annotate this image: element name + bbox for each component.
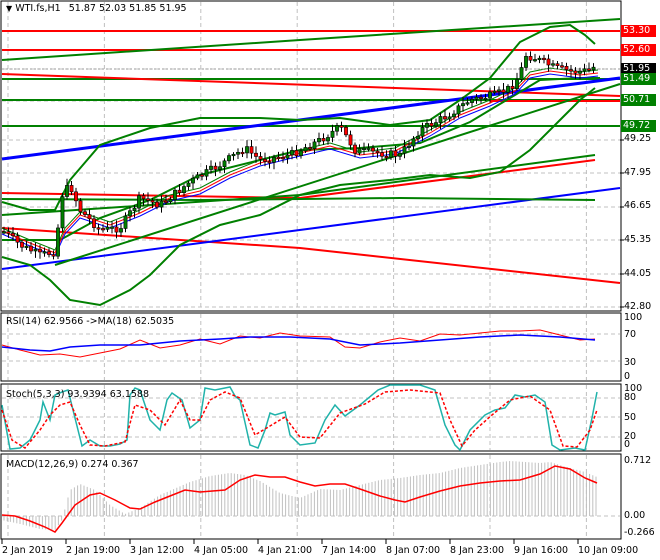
axis-ticks — [1, 139, 624, 544]
indicator-lines — [1, 329, 598, 533]
rsi-axis-label: 30 — [624, 357, 637, 368]
time-label: 8 Jan 07:00 — [386, 545, 441, 556]
price-tick-label: 44.05 — [624, 268, 652, 279]
resistance-tag-2: 52.60 — [621, 44, 656, 56]
stoch-axis-label: 100 — [624, 383, 643, 394]
macd-axis-label: 0.712 — [624, 455, 652, 466]
macd-axis-label: -0.266 — [624, 527, 655, 538]
time-label: 2 Jan 19:00 — [66, 545, 121, 556]
support-tag-1: 51.49 — [621, 73, 656, 85]
time-label: 10 Jan 09:00 — [578, 545, 639, 556]
price-tick-label: 47.95 — [624, 167, 652, 178]
ohlc-values: 51.87 52.03 51.85 51.95 — [68, 3, 187, 14]
rsi-axis-label: 0 — [624, 371, 631, 382]
rsi-axis-label: 70 — [624, 329, 637, 340]
time-label: 4 Jan 05:00 — [194, 545, 249, 556]
price-tick-label: 46.65 — [624, 200, 652, 211]
time-label: 7 Jan 14:00 — [322, 545, 377, 556]
main-chart-objects — [1, 18, 621, 307]
price-tick-label: 42.80 — [624, 301, 652, 312]
time-label: 2 Jan 2019 — [2, 545, 53, 556]
stoch-axis-label: 80 — [624, 392, 637, 403]
grid-lines — [2, 2, 620, 538]
support-tag-2: 50.71 — [621, 94, 656, 106]
time-label: 4 Jan 21:00 — [258, 545, 313, 556]
current-price-tag: 51.95 — [621, 63, 656, 75]
resistance-tag-1: 53.30 — [621, 25, 656, 37]
rsi-label: RSI(14) 62.9566 ->MA(18) 62.5035 — [6, 316, 175, 327]
symbol-header: ▼ WTI.fs,H1 51.87 52.03 51.85 51.95 — [6, 3, 187, 14]
price-tick-label: 49.25 — [624, 133, 652, 144]
time-label: 9 Jan 16:00 — [514, 545, 569, 556]
main-pane[interactable] — [0, 0, 622, 312]
time-label: 3 Jan 12:00 — [130, 545, 185, 556]
candlesticks — [2, 51, 596, 260]
price-tick-label: 45.35 — [624, 234, 652, 245]
symbol-label: WTI.fs,H1 — [15, 3, 61, 14]
time-label: 8 Jan 23:00 — [450, 545, 505, 556]
macd-axis-label: 0.00 — [624, 510, 646, 521]
stoch-axis-label: 20 — [624, 431, 637, 442]
stoch-axis-label: 0 — [624, 439, 631, 450]
support-tag-3: 49.72 — [621, 120, 656, 132]
triangle-down-icon[interactable]: ▼ — [6, 4, 13, 13]
rsi-axis-label: 100 — [624, 312, 643, 323]
stoch-label: Stoch(5,3,3) 93.9394 63.1588 — [6, 389, 150, 400]
stoch-axis-label: 50 — [624, 412, 637, 423]
macd-label: MACD(12,26,9) 0.274 0.367 — [6, 459, 139, 470]
